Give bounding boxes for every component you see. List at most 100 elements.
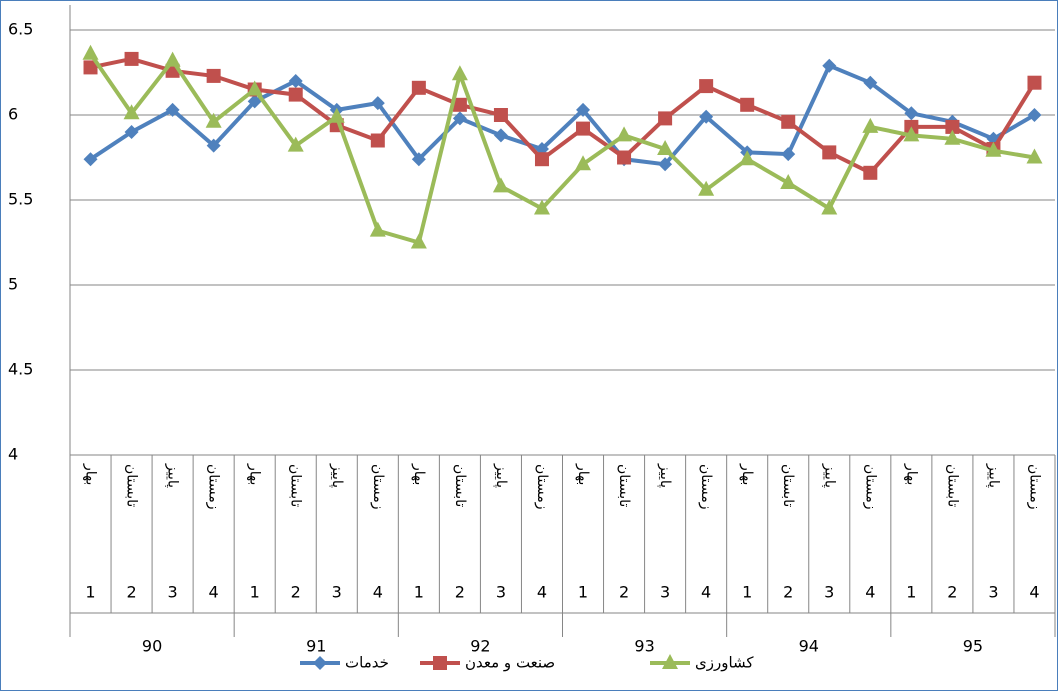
marker [903, 126, 920, 142]
y-tick-label: 6.5 [8, 20, 33, 39]
quarter-label: 3 [332, 583, 342, 602]
quarter-label: 1 [578, 583, 588, 602]
marker [576, 121, 591, 136]
marker [247, 94, 262, 109]
x-tick-label: پاییز [493, 463, 509, 488]
marker [662, 654, 678, 669]
x-tick-label: زمستان [862, 464, 878, 510]
marker [945, 119, 960, 134]
marker [780, 174, 797, 189]
marker [1027, 108, 1042, 122]
quarter-label: 3 [168, 583, 178, 602]
x-tick-label: زمستان [698, 464, 714, 510]
marker [821, 199, 838, 215]
x-tick-label: تابستان [616, 464, 632, 507]
marker [411, 80, 426, 95]
year-label: 90 [142, 637, 162, 656]
marker [370, 133, 385, 148]
series-line [89, 63, 1036, 167]
marker [575, 155, 592, 171]
marker [699, 79, 714, 94]
quarter-label: 3 [496, 583, 506, 602]
marker [1026, 148, 1043, 164]
marker [83, 60, 98, 75]
marker [82, 44, 99, 60]
marker [328, 107, 345, 123]
x-tick-label: پاییز [329, 463, 345, 488]
x-tick-label: بهار [903, 463, 919, 485]
quarter-label: 2 [947, 583, 957, 602]
marker [658, 111, 673, 126]
x-tick-label: پاییز [657, 463, 673, 488]
quarter-label: 3 [824, 583, 834, 602]
marker [369, 221, 386, 237]
year-label: 93 [634, 637, 654, 656]
marker [410, 233, 427, 249]
quarter-label: 4 [1029, 583, 1039, 602]
marker [904, 106, 919, 121]
marker [944, 129, 961, 145]
quarter-label: 4 [865, 583, 875, 602]
marker [657, 140, 674, 155]
marker [124, 125, 139, 139]
marker [83, 152, 98, 167]
x-tick-label: زمستان [1026, 464, 1042, 510]
marker [862, 117, 879, 133]
marker [493, 108, 508, 122]
year-label: 91 [306, 637, 326, 656]
y-tick-label: 4 [8, 445, 18, 464]
marker [576, 102, 591, 117]
quarter-label: 2 [455, 583, 465, 602]
marker [740, 97, 755, 112]
quarter-label: 1 [414, 583, 424, 602]
marker [451, 65, 468, 81]
marker [616, 126, 633, 142]
marker [205, 112, 222, 128]
x-tick-label: تابستان [780, 464, 796, 507]
marker [493, 128, 508, 143]
marker [123, 104, 140, 120]
legend-label: کشاورزی [695, 654, 754, 672]
marker [165, 102, 180, 117]
x-tick-label: بهار [739, 463, 755, 485]
y-tick-label: 4.5 [8, 360, 33, 379]
marker [699, 109, 714, 124]
marker [617, 150, 632, 165]
marker [452, 111, 467, 126]
x-tick-label: بهار [411, 463, 427, 485]
x-tick-label: زمستان [534, 464, 550, 510]
x-tick-label: زمستان [370, 464, 386, 510]
marker [781, 114, 796, 129]
x-tick-label: تابستان [452, 464, 468, 507]
marker [698, 180, 715, 196]
marker [533, 199, 550, 215]
marker [863, 75, 878, 90]
quarter-label: 4 [373, 583, 383, 602]
quarter-label: 2 [126, 583, 136, 602]
marker [658, 157, 673, 172]
x-tick-label: بهار [83, 463, 99, 485]
marker [781, 147, 796, 162]
marker [452, 97, 467, 112]
x-tick-label: تابستان [124, 464, 140, 507]
marker [433, 656, 447, 670]
x-tick-label: بهار [247, 463, 263, 485]
x-tick-label: تابستان [944, 464, 960, 507]
quarter-label: 1 [85, 583, 95, 602]
legend-label: خدمات [345, 654, 389, 672]
marker [863, 165, 878, 180]
marker [206, 138, 221, 153]
marker [492, 177, 509, 193]
quarter-label: 4 [701, 583, 711, 602]
marker [164, 51, 181, 67]
quarter-label: 4 [537, 583, 547, 602]
marker [822, 145, 837, 160]
quarter-label: 2 [619, 583, 629, 602]
quarter-label: 2 [291, 583, 301, 602]
quarter-label: 1 [906, 583, 916, 602]
y-tick-label: 6 [8, 105, 18, 124]
marker [288, 87, 303, 102]
marker [985, 141, 1002, 157]
x-tick-label: پاییز [821, 463, 837, 488]
